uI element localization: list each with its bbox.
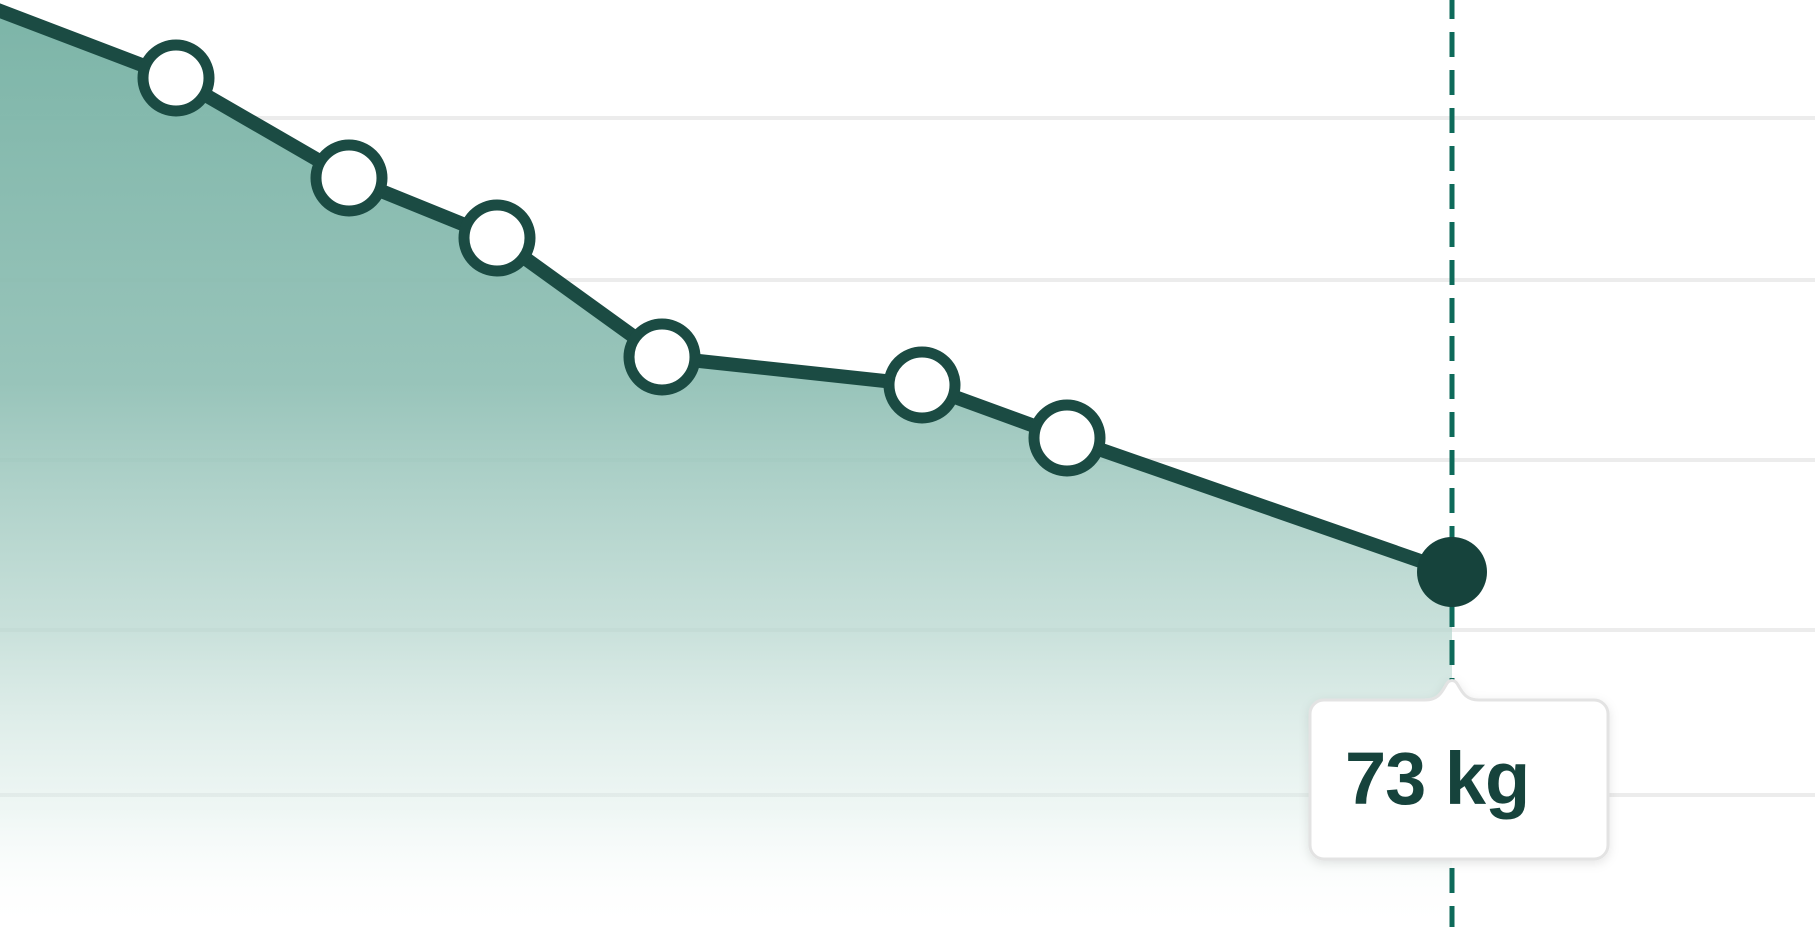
data-point[interactable] [137, 39, 215, 117]
data-point-markers [137, 39, 1106, 477]
data-point[interactable] [623, 318, 701, 396]
area-fill [0, 10, 1452, 927]
data-point[interactable] [1028, 399, 1106, 477]
tooltip-bubble [1308, 679, 1610, 861]
data-point[interactable] [458, 199, 536, 277]
data-point[interactable] [883, 346, 961, 424]
data-point[interactable] [310, 139, 388, 217]
active-data-point[interactable] [1417, 537, 1487, 607]
